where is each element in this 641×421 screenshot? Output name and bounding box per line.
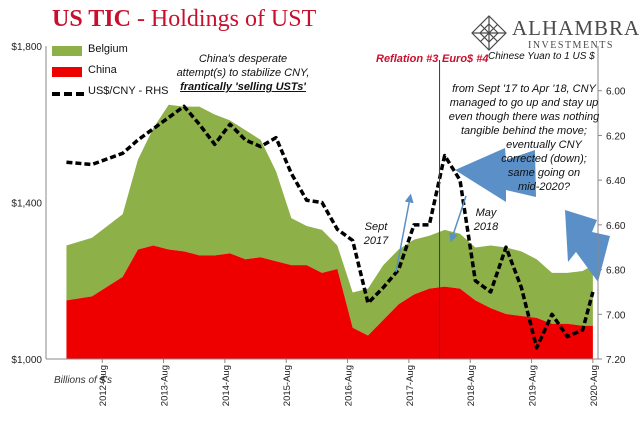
units-label: Billions of $'s	[54, 375, 113, 386]
x-tick-label: 2013-Aug	[160, 365, 171, 406]
block-arrow-2018	[455, 148, 536, 202]
rhs-axis-label: Chinese Yuan to 1 US $	[488, 51, 595, 62]
annotation-line: corrected (down);	[501, 153, 587, 165]
annotation-line: May	[475, 207, 497, 219]
annotation-line: mid-2020?	[518, 181, 570, 193]
title-main: US TIC	[52, 6, 131, 32]
legend-swatch-usdcny	[52, 92, 84, 96]
right-tick-label: 6.60	[606, 221, 626, 232]
legend-swatch-china	[52, 67, 82, 77]
x-tick-label: 2012-Aug	[98, 365, 109, 406]
plot-area	[66, 60, 610, 359]
right-tick-label: 7.00	[606, 310, 626, 321]
legend-label-belgium: Belgium	[88, 43, 128, 55]
annotation-line: even though there was nothing	[448, 111, 600, 123]
x-tick-label: 2018-Aug	[466, 365, 477, 406]
logo-tagline: INVESTMENTS	[528, 40, 614, 51]
legend-swatch-belgium	[52, 46, 82, 56]
x-tick-label: 2019-Aug	[528, 365, 539, 406]
annotation-line: China's desperate	[198, 53, 288, 65]
right-tick-label: 6.00	[606, 87, 626, 98]
legend-label-usdcny: US$/CNY - RHS	[88, 85, 169, 97]
annotation-euro: Euro$ #4	[442, 53, 489, 65]
annotation-reflation: Reflation #3	[376, 53, 439, 65]
x-tick-label: 2016-Aug	[344, 365, 355, 406]
annotation-line: tangible behind the move;	[461, 125, 587, 137]
annotation-line: eventually CNY	[506, 139, 582, 151]
annotation-line: from Sept '17 to Apr '18, CNY	[452, 83, 596, 95]
title-subtitle: - Holdings of UST	[130, 6, 317, 32]
alhambra-logo: ALHAMBRA INVESTMENTS	[470, 14, 639, 54]
china-area	[66, 245, 593, 359]
page-title: US TIC - Holdings of UST	[52, 6, 316, 33]
legend-label-china: China	[88, 64, 117, 76]
annotation-line: same going on	[507, 167, 581, 179]
logo-name: ALHAMBRA	[512, 16, 641, 40]
left-tick-label: $1,400	[11, 199, 42, 210]
axes: $1,000 $1,400 $1,800 6.00 6.20 6.40 6.60 6.80 7.…	[11, 42, 625, 406]
left-tick-label: $1,800	[11, 42, 42, 53]
block-arrow-2020	[565, 210, 610, 282]
sept-2017-arrow	[395, 193, 414, 273]
usdcny-line	[66, 104, 595, 350]
x-tick-label: 2015-Aug	[282, 365, 293, 406]
x-tick-label: 2017-Aug	[405, 365, 416, 406]
annotation-line: frantically 'selling USTs'	[180, 81, 306, 93]
annotation-line: 2017	[363, 235, 389, 247]
annotation-line: attempt(s) to stabilize CNY,	[176, 67, 310, 79]
annotation-line: Sept	[364, 221, 388, 233]
annotation-china-attempt: China's desperate attempt(s) to stabiliz…	[168, 52, 318, 94]
right-tick-label: 6.80	[606, 266, 626, 277]
annotation-may-2018: May 2018	[468, 206, 504, 234]
annotation-line: 2018	[473, 221, 499, 233]
annotation-cny-note: from Sept '17 to Apr '18, CNY managed to…	[444, 82, 604, 194]
left-tick-label: $1,000	[11, 355, 42, 366]
right-tick-label: 7.20	[606, 355, 626, 366]
annotation-line: managed to go up and stay up	[449, 97, 599, 109]
x-tick-label: 2014-Aug	[221, 365, 232, 406]
belgium-area	[66, 104, 593, 336]
annotation-sept-2017: Sept 2017	[358, 220, 394, 248]
right-tick-label: 6.40	[606, 176, 626, 187]
right-tick-label: 6.20	[606, 131, 626, 142]
may-2018-arrow	[449, 195, 467, 243]
x-tick-label: 2020-Aug	[589, 365, 600, 406]
diamond-lattice-icon	[471, 15, 507, 51]
